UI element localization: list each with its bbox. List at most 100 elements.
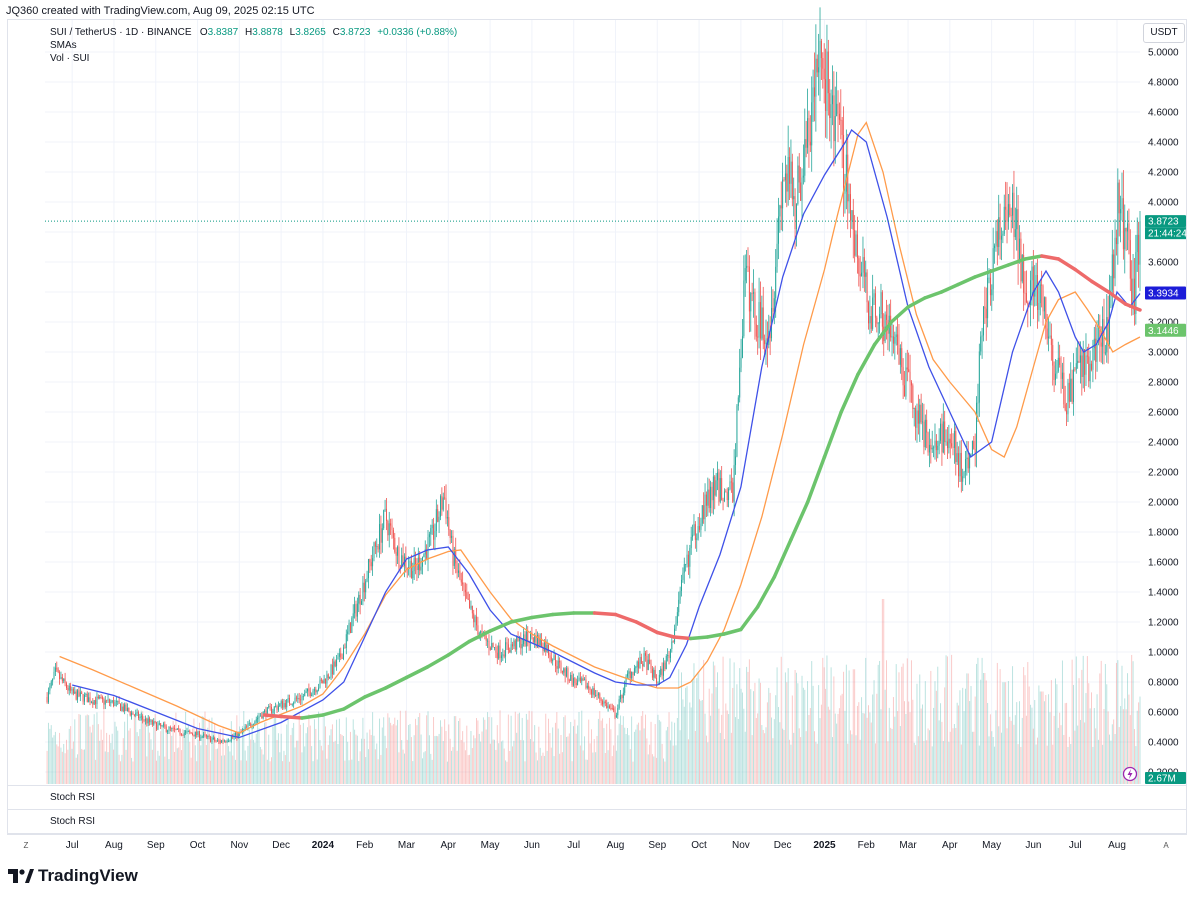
candle-body[interactable]	[1139, 221, 1141, 265]
candle-body[interactable]	[596, 695, 598, 696]
candle-body[interactable]	[248, 723, 250, 725]
candle-body[interactable]	[365, 581, 367, 593]
candle-body[interactable]	[203, 734, 205, 737]
candle-body[interactable]	[343, 647, 345, 659]
candle-body[interactable]	[611, 708, 613, 709]
candle-body[interactable]	[1023, 255, 1025, 293]
candle-body[interactable]	[1125, 227, 1127, 232]
candle-body[interactable]	[305, 691, 307, 694]
candle-body[interactable]	[610, 708, 612, 709]
candle-body[interactable]	[786, 173, 788, 192]
candle-body[interactable]	[1129, 240, 1131, 279]
candle-body[interactable]	[423, 554, 425, 557]
candle-body[interactable]	[221, 740, 223, 743]
candle-body[interactable]	[223, 740, 225, 742]
candle-body[interactable]	[665, 655, 667, 670]
candle-body[interactable]	[178, 728, 180, 730]
candle-body[interactable]	[279, 703, 281, 707]
candle-body[interactable]	[1037, 275, 1038, 310]
candle-body[interactable]	[412, 571, 414, 579]
candle-body[interactable]	[775, 266, 777, 299]
candle-body[interactable]	[514, 640, 516, 650]
candle-body[interactable]	[102, 697, 103, 699]
candle-body[interactable]	[628, 671, 630, 674]
candle-body[interactable]	[336, 659, 338, 667]
candle-body[interactable]	[654, 669, 656, 678]
candle-body[interactable]	[494, 647, 495, 648]
candle-body[interactable]	[559, 660, 561, 663]
candle-body[interactable]	[1061, 372, 1063, 379]
candle-body[interactable]	[798, 165, 800, 183]
candle-body[interactable]	[495, 647, 497, 653]
candle-body[interactable]	[1118, 182, 1120, 214]
candle-body[interactable]	[783, 179, 785, 181]
candle-body[interactable]	[1027, 302, 1029, 305]
candle-body[interactable]	[912, 385, 914, 410]
candle-body[interactable]	[897, 334, 899, 346]
candle-body[interactable]	[894, 337, 896, 344]
candle-body[interactable]	[1032, 266, 1034, 297]
candle-body[interactable]	[234, 732, 236, 736]
candle-body[interactable]	[904, 385, 906, 397]
candle-body[interactable]	[877, 323, 879, 325]
candle-body[interactable]	[169, 727, 171, 729]
candle-body[interactable]	[916, 410, 918, 428]
candle-body[interactable]	[254, 721, 256, 725]
candle-body[interactable]	[987, 277, 989, 319]
candle-body[interactable]	[773, 298, 775, 312]
candle-body[interactable]	[478, 633, 480, 635]
candle-body[interactable]	[951, 443, 953, 447]
candle-body[interactable]	[750, 293, 752, 312]
candle-body[interactable]	[1106, 317, 1108, 353]
candle-body[interactable]	[542, 646, 544, 652]
candle-body[interactable]	[308, 688, 310, 692]
candle-body[interactable]	[1073, 369, 1074, 402]
candle-body[interactable]	[290, 703, 292, 705]
candle-body[interactable]	[1064, 404, 1066, 411]
candle-body[interactable]	[669, 649, 671, 659]
candle-body[interactable]	[534, 635, 536, 643]
candle-body[interactable]	[322, 680, 324, 684]
candle-body[interactable]	[761, 307, 763, 339]
candle-body[interactable]	[982, 306, 984, 336]
candle-body[interactable]	[974, 448, 976, 453]
candle-body[interactable]	[122, 706, 124, 712]
candle-body[interactable]	[1128, 223, 1130, 241]
candle-body[interactable]	[1031, 266, 1033, 281]
candle-body[interactable]	[337, 656, 339, 660]
candle-body[interactable]	[509, 650, 511, 653]
candle-body[interactable]	[419, 557, 421, 571]
candle-body[interactable]	[682, 572, 684, 580]
candle-body[interactable]	[815, 58, 817, 97]
candle-body[interactable]	[373, 542, 375, 559]
candle-body[interactable]	[435, 509, 437, 531]
candle-body[interactable]	[755, 324, 757, 337]
candle-body[interactable]	[219, 741, 221, 743]
candle-body[interactable]	[964, 459, 966, 472]
candle-body[interactable]	[272, 710, 274, 713]
candle-body[interactable]	[71, 689, 73, 691]
candle-body[interactable]	[114, 702, 116, 706]
candle-body[interactable]	[512, 644, 513, 647]
candle-body[interactable]	[97, 696, 99, 699]
candle-body[interactable]	[398, 546, 400, 568]
candle-body[interactable]	[1021, 255, 1023, 282]
candle-body[interactable]	[232, 736, 234, 738]
candle-body[interactable]	[687, 554, 689, 567]
candle-body[interactable]	[1016, 209, 1018, 230]
candle-body[interactable]	[1081, 355, 1083, 377]
candle-body[interactable]	[869, 316, 871, 324]
candle-body[interactable]	[376, 546, 378, 548]
candle-body[interactable]	[463, 584, 465, 590]
candle-body[interactable]	[361, 601, 363, 605]
candle-body[interactable]	[697, 526, 699, 539]
candle-body[interactable]	[772, 307, 774, 312]
candle-body[interactable]	[779, 205, 781, 217]
candle-body[interactable]	[998, 217, 1000, 248]
candle-body[interactable]	[445, 498, 447, 519]
candle-body[interactable]	[664, 662, 666, 670]
candle-body[interactable]	[154, 721, 156, 723]
candle-body[interactable]	[289, 698, 290, 704]
candle-body[interactable]	[1114, 237, 1116, 279]
candle-body[interactable]	[566, 668, 568, 677]
